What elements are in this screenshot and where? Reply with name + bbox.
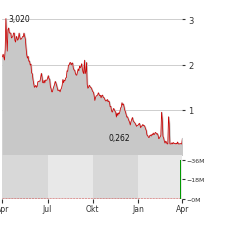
Text: 0,262: 0,262 xyxy=(108,133,130,142)
Bar xyxy=(93,155,138,199)
Text: 3,020: 3,020 xyxy=(8,15,30,24)
Bar xyxy=(2,155,48,199)
Bar xyxy=(180,160,181,199)
Bar xyxy=(138,155,183,199)
Bar xyxy=(48,155,93,199)
